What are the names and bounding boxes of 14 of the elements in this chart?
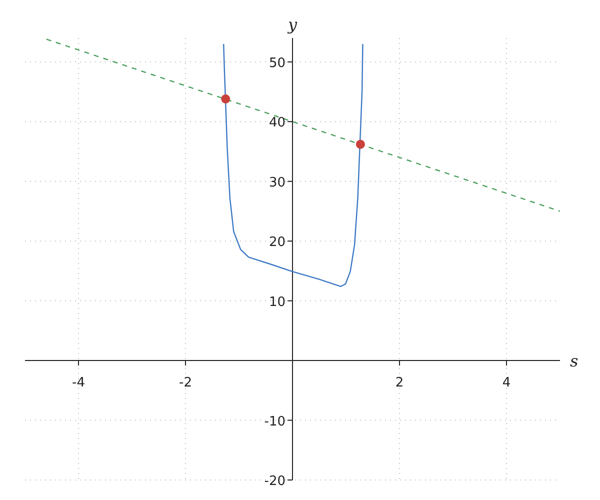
x-tick-label: 4 — [502, 376, 511, 391]
y-tick-label: 50 — [268, 56, 286, 71]
y-tick-label: 20 — [268, 235, 286, 250]
line-series — [222, 43, 364, 288]
x-axis-title: s — [570, 352, 578, 371]
y-tick-label: 10 — [268, 294, 286, 310]
y-tick-label: -10 — [264, 414, 286, 430]
x-tick-label: -4 — [72, 376, 85, 391]
y-axis-title: y — [286, 15, 298, 34]
y-tick-label: 30 — [268, 175, 286, 190]
y-tick-label: -20 — [264, 474, 286, 489]
y-tick-label: 40 — [268, 116, 286, 131]
x-tick-label: -2 — [179, 376, 192, 391]
x-tick-label: 2 — [395, 376, 404, 391]
